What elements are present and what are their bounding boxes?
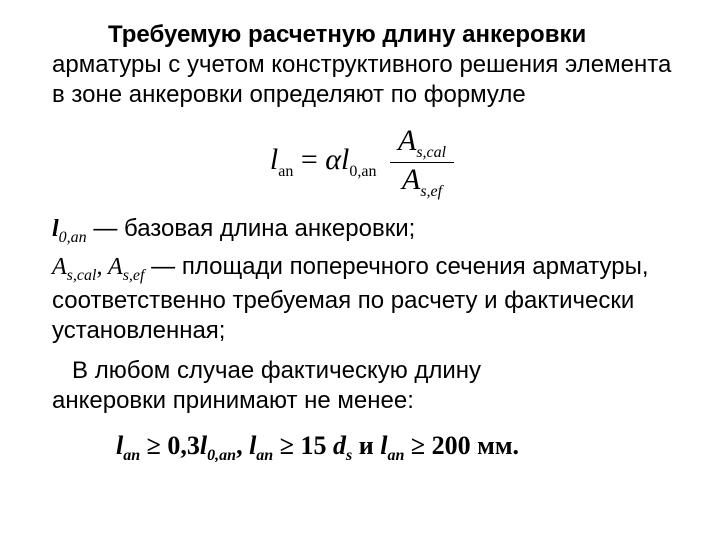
def2-sym2: A <box>108 254 123 280</box>
formula-l-sub: an <box>278 163 293 180</box>
intro-paragraph: Требуемую расчетную длину анкеровки арма… <box>52 20 672 110</box>
cond-and: и <box>352 431 380 460</box>
frac-den-sub: s,ef <box>420 183 442 200</box>
cond-sep1: , <box>236 431 249 460</box>
cond-c1: 0,3 <box>167 431 200 460</box>
cond-c2: 15 <box>300 431 333 460</box>
def2-sub1: s,cal <box>67 267 97 284</box>
cond-an1: an <box>123 447 140 464</box>
formula-l: l <box>270 143 278 176</box>
formula-lan: lan = αl0,an As,cal As,ef <box>52 124 672 200</box>
cond-an2: an <box>256 447 273 464</box>
def2-sym1: A <box>52 254 67 280</box>
formula-l0-sub: 0,an <box>349 163 376 180</box>
definition-l0an: l0,an — базовая длина анкеровки; <box>52 214 672 248</box>
def1-sub: 0,an <box>59 229 87 246</box>
note-paragraph: В любом случае фактическую длину анкеров… <box>52 356 672 416</box>
note-b: анкеровки принимают не менее: <box>52 387 414 414</box>
intro-bold: Требуемую расчетную длину анкеровки <box>108 21 586 48</box>
def1-text: — базовая длина анкеровки; <box>87 215 416 242</box>
frac-den-A: A <box>402 163 420 196</box>
frac-num-sub: s,cal <box>416 144 446 161</box>
note-a: В любом случае фактическую длину <box>72 357 481 384</box>
cond-ge2: ≥ <box>273 431 300 460</box>
def2-sub2: s,ef <box>123 267 145 284</box>
cond-ge3: ≥ <box>404 431 431 460</box>
cond-l0an: 0,an <box>207 447 236 464</box>
cond-an3: an <box>387 447 404 464</box>
formula-eq: = <box>301 143 325 176</box>
formula-alpha: α <box>325 143 341 176</box>
cond-d: d <box>333 431 346 460</box>
def2-sep: , <box>96 254 108 280</box>
cond-dot: . <box>513 431 520 460</box>
formula-fraction: As,cal As,ef <box>390 124 454 200</box>
definition-As: As,cal, As,ef — площади поперечного сече… <box>52 252 672 346</box>
def1-sym: l <box>52 216 59 242</box>
conditions-line: lan ≥ 0,3l0,an, lan ≥ 15 ds и lan ≥ 200 … <box>52 430 672 466</box>
cond-ge1: ≥ <box>140 431 167 460</box>
cond-c3: 200 мм <box>432 431 513 460</box>
frac-num-A: A <box>398 124 416 157</box>
intro-rest: арматуры с учетом конструктивного решени… <box>52 51 671 108</box>
document-page: Требуемую расчетную длину анкеровки арма… <box>0 0 720 466</box>
